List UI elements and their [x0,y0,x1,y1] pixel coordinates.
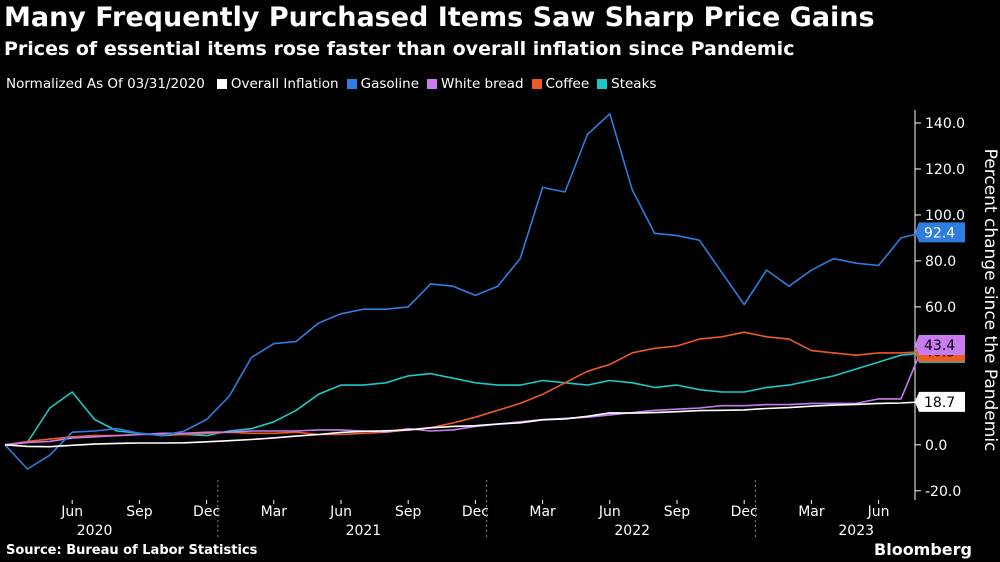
x-tick-label: Jun [329,504,352,520]
x-tick-label: Dec [462,504,489,520]
chart-title: Many Frequently Purchased Items Saw Shar… [4,2,875,33]
overall-inflation-end-tag [915,391,965,412]
x-tick-label: Dec [731,504,758,520]
legend-item-overall-inflation: Overall Inflation [216,76,339,92]
bloomberg-logo: Bloomberg [874,540,972,559]
gasoline-end-value-label: 92.4 [924,225,955,241]
x-tick-label: Dec [193,504,220,520]
legend: Normalized As Of 03/31/2020 Overall Infl… [6,76,664,92]
legend-swatch [531,79,542,89]
x-year-label: 2022 [614,523,650,539]
series-line-overall-inflation [4,401,924,448]
legend-item-steaks: Steaks [597,76,656,92]
y-axis-label: Percent change since the Pandemic [980,149,1000,452]
y-tick-label: 0.0 [925,438,947,454]
series-line-gasoline [4,113,924,470]
x-tick-label: Jun [60,504,83,520]
chart-subtitle: Prices of essential items rose faster th… [4,38,795,60]
x-year-label: 2021 [346,523,382,539]
y-tick-label: 60.0 [925,300,956,316]
x-tick-label: Sep [395,504,422,520]
y-tick-label: 100.0 [925,208,965,224]
legend-swatch [597,79,608,89]
y-tick-label: -20.0 [925,484,961,500]
x-tick-label: Sep [664,504,691,520]
legend-item-gasoline: Gasoline [346,76,419,92]
legend-item-white-bread: White bread [427,76,524,92]
x-tick-label: Jun [867,504,890,520]
overall-inflation-end-value-label: 18.7 [924,395,955,411]
normalization-note: Normalized As Of 03/31/2020 [6,76,205,92]
series-line-white-bread [4,344,925,446]
legend-swatch [427,79,437,89]
white-bread-end-value-label: 43.4 [924,338,955,354]
legend-swatch [216,79,227,89]
x-tick-label: Mar [261,504,288,520]
x-tick-label: Mar [798,504,825,520]
y-tick-label: 140.0 [925,116,965,132]
x-year-label: 2020 [77,523,113,539]
x-year-label: 2023 [838,523,874,539]
source-note: Source: Bureau of Labor Statistics [6,543,258,558]
series-line-steaks [4,352,924,446]
y-tick-label: 80.0 [925,254,956,270]
gasoline-end-tag [915,222,965,243]
legend-item-coffee: Coffee [531,76,589,92]
y-tick-label: 120.0 [925,162,965,178]
x-tick-label: Jun [598,504,621,520]
legend-swatch [346,79,357,89]
x-tick-label: Sep [126,504,153,520]
white-bread-end-tag [915,335,965,356]
x-tick-label: Mar [529,504,556,520]
